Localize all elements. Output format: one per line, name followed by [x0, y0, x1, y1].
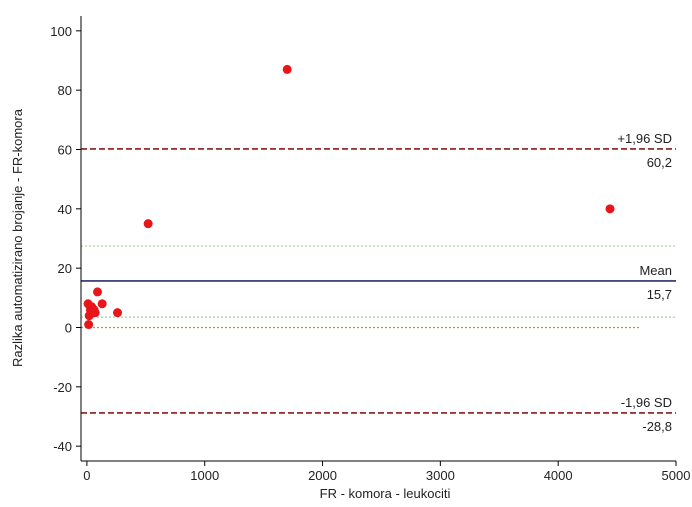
- x-tick-label: 3000: [426, 468, 455, 483]
- y-tick-label: 100: [50, 24, 72, 39]
- y-tick-label: -20: [53, 380, 72, 395]
- x-tick-label: 5000: [662, 468, 691, 483]
- data-point: [282, 64, 292, 74]
- data-point: [113, 308, 123, 318]
- upper-loa-label: +1,96 SD: [617, 131, 672, 146]
- x-tick-label: 1000: [190, 468, 219, 483]
- data-point: [84, 320, 94, 330]
- y-tick-label: -40: [53, 439, 72, 454]
- y-tick-label: 80: [58, 83, 72, 98]
- data-point: [97, 299, 107, 309]
- x-axis-title: FR - komora - leukociti: [320, 486, 451, 501]
- x-tick-label: 4000: [544, 468, 573, 483]
- y-tick-label: 0: [65, 321, 72, 336]
- y-axis-title: Razlika automatizirano brojanje - FR-kom…: [10, 108, 25, 367]
- x-tick-label: 2000: [308, 468, 337, 483]
- data-point: [90, 308, 100, 318]
- y-tick-label: 40: [58, 202, 72, 217]
- y-tick-label: 20: [58, 261, 72, 276]
- mean-value: 15,7: [647, 287, 672, 302]
- x-tick-label: 0: [83, 468, 90, 483]
- data-point: [92, 287, 102, 297]
- data-point: [605, 204, 615, 214]
- data-point: [143, 219, 153, 229]
- mean-label: Mean: [639, 263, 672, 278]
- upper-loa-value: 60,2: [647, 155, 672, 170]
- y-tick-label: 60: [58, 143, 72, 158]
- lower-loa-value: -28,8: [642, 419, 672, 434]
- plot-area: +1,96 SD 60,2 Mean 15,7 -1,96 SD -28,8: [81, 64, 676, 434]
- lower-loa-label: -1,96 SD: [621, 395, 672, 410]
